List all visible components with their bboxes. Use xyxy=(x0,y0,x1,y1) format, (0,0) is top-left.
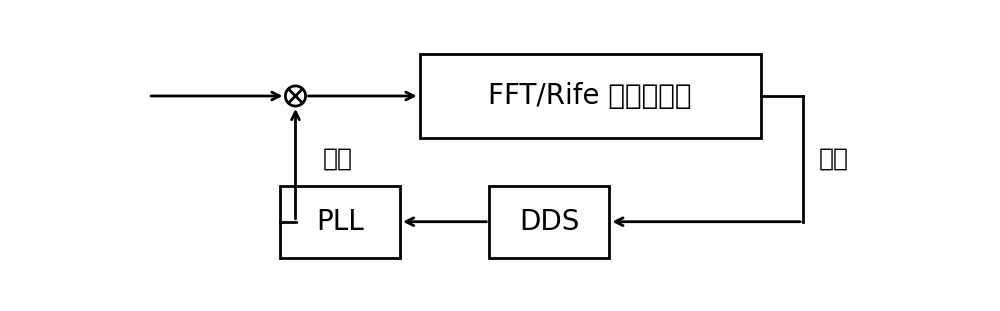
Text: PLL: PLL xyxy=(316,208,364,236)
Bar xyxy=(420,54,761,138)
Text: FFT/Rife 频率估计器: FFT/Rife 频率估计器 xyxy=(488,82,692,110)
Text: 频差: 频差 xyxy=(819,147,849,171)
Text: 本振: 本振 xyxy=(323,147,353,171)
Ellipse shape xyxy=(285,86,306,106)
Bar xyxy=(280,186,400,258)
Text: DDS: DDS xyxy=(519,208,580,236)
Bar xyxy=(489,186,609,258)
